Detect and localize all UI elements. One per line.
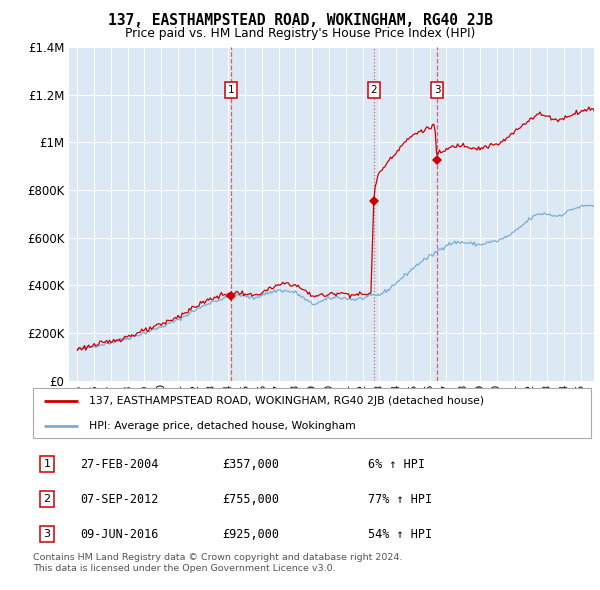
Text: 77% ↑ HPI: 77% ↑ HPI	[368, 493, 432, 506]
Text: 09-JUN-2016: 09-JUN-2016	[80, 527, 159, 540]
Text: 2: 2	[370, 85, 377, 95]
Text: 27-FEB-2004: 27-FEB-2004	[80, 458, 159, 471]
FancyBboxPatch shape	[33, 388, 591, 438]
Text: 07-SEP-2012: 07-SEP-2012	[80, 493, 159, 506]
Text: Contains HM Land Registry data © Crown copyright and database right 2024.
This d: Contains HM Land Registry data © Crown c…	[33, 553, 403, 572]
Text: £755,000: £755,000	[223, 493, 280, 506]
Text: 6% ↑ HPI: 6% ↑ HPI	[368, 458, 425, 471]
Text: 3: 3	[43, 529, 50, 539]
Text: £357,000: £357,000	[223, 458, 280, 471]
Text: 3: 3	[434, 85, 440, 95]
Text: 2: 2	[43, 494, 50, 504]
Text: Price paid vs. HM Land Registry's House Price Index (HPI): Price paid vs. HM Land Registry's House …	[125, 27, 475, 40]
Text: HPI: Average price, detached house, Wokingham: HPI: Average price, detached house, Woki…	[89, 421, 356, 431]
Text: 137, EASTHAMPSTEAD ROAD, WOKINGHAM, RG40 2JB (detached house): 137, EASTHAMPSTEAD ROAD, WOKINGHAM, RG40…	[89, 396, 484, 407]
Text: 54% ↑ HPI: 54% ↑ HPI	[368, 527, 432, 540]
Text: 1: 1	[227, 85, 234, 95]
Text: £925,000: £925,000	[223, 527, 280, 540]
Text: 137, EASTHAMPSTEAD ROAD, WOKINGHAM, RG40 2JB: 137, EASTHAMPSTEAD ROAD, WOKINGHAM, RG40…	[107, 13, 493, 28]
Text: 1: 1	[43, 460, 50, 469]
